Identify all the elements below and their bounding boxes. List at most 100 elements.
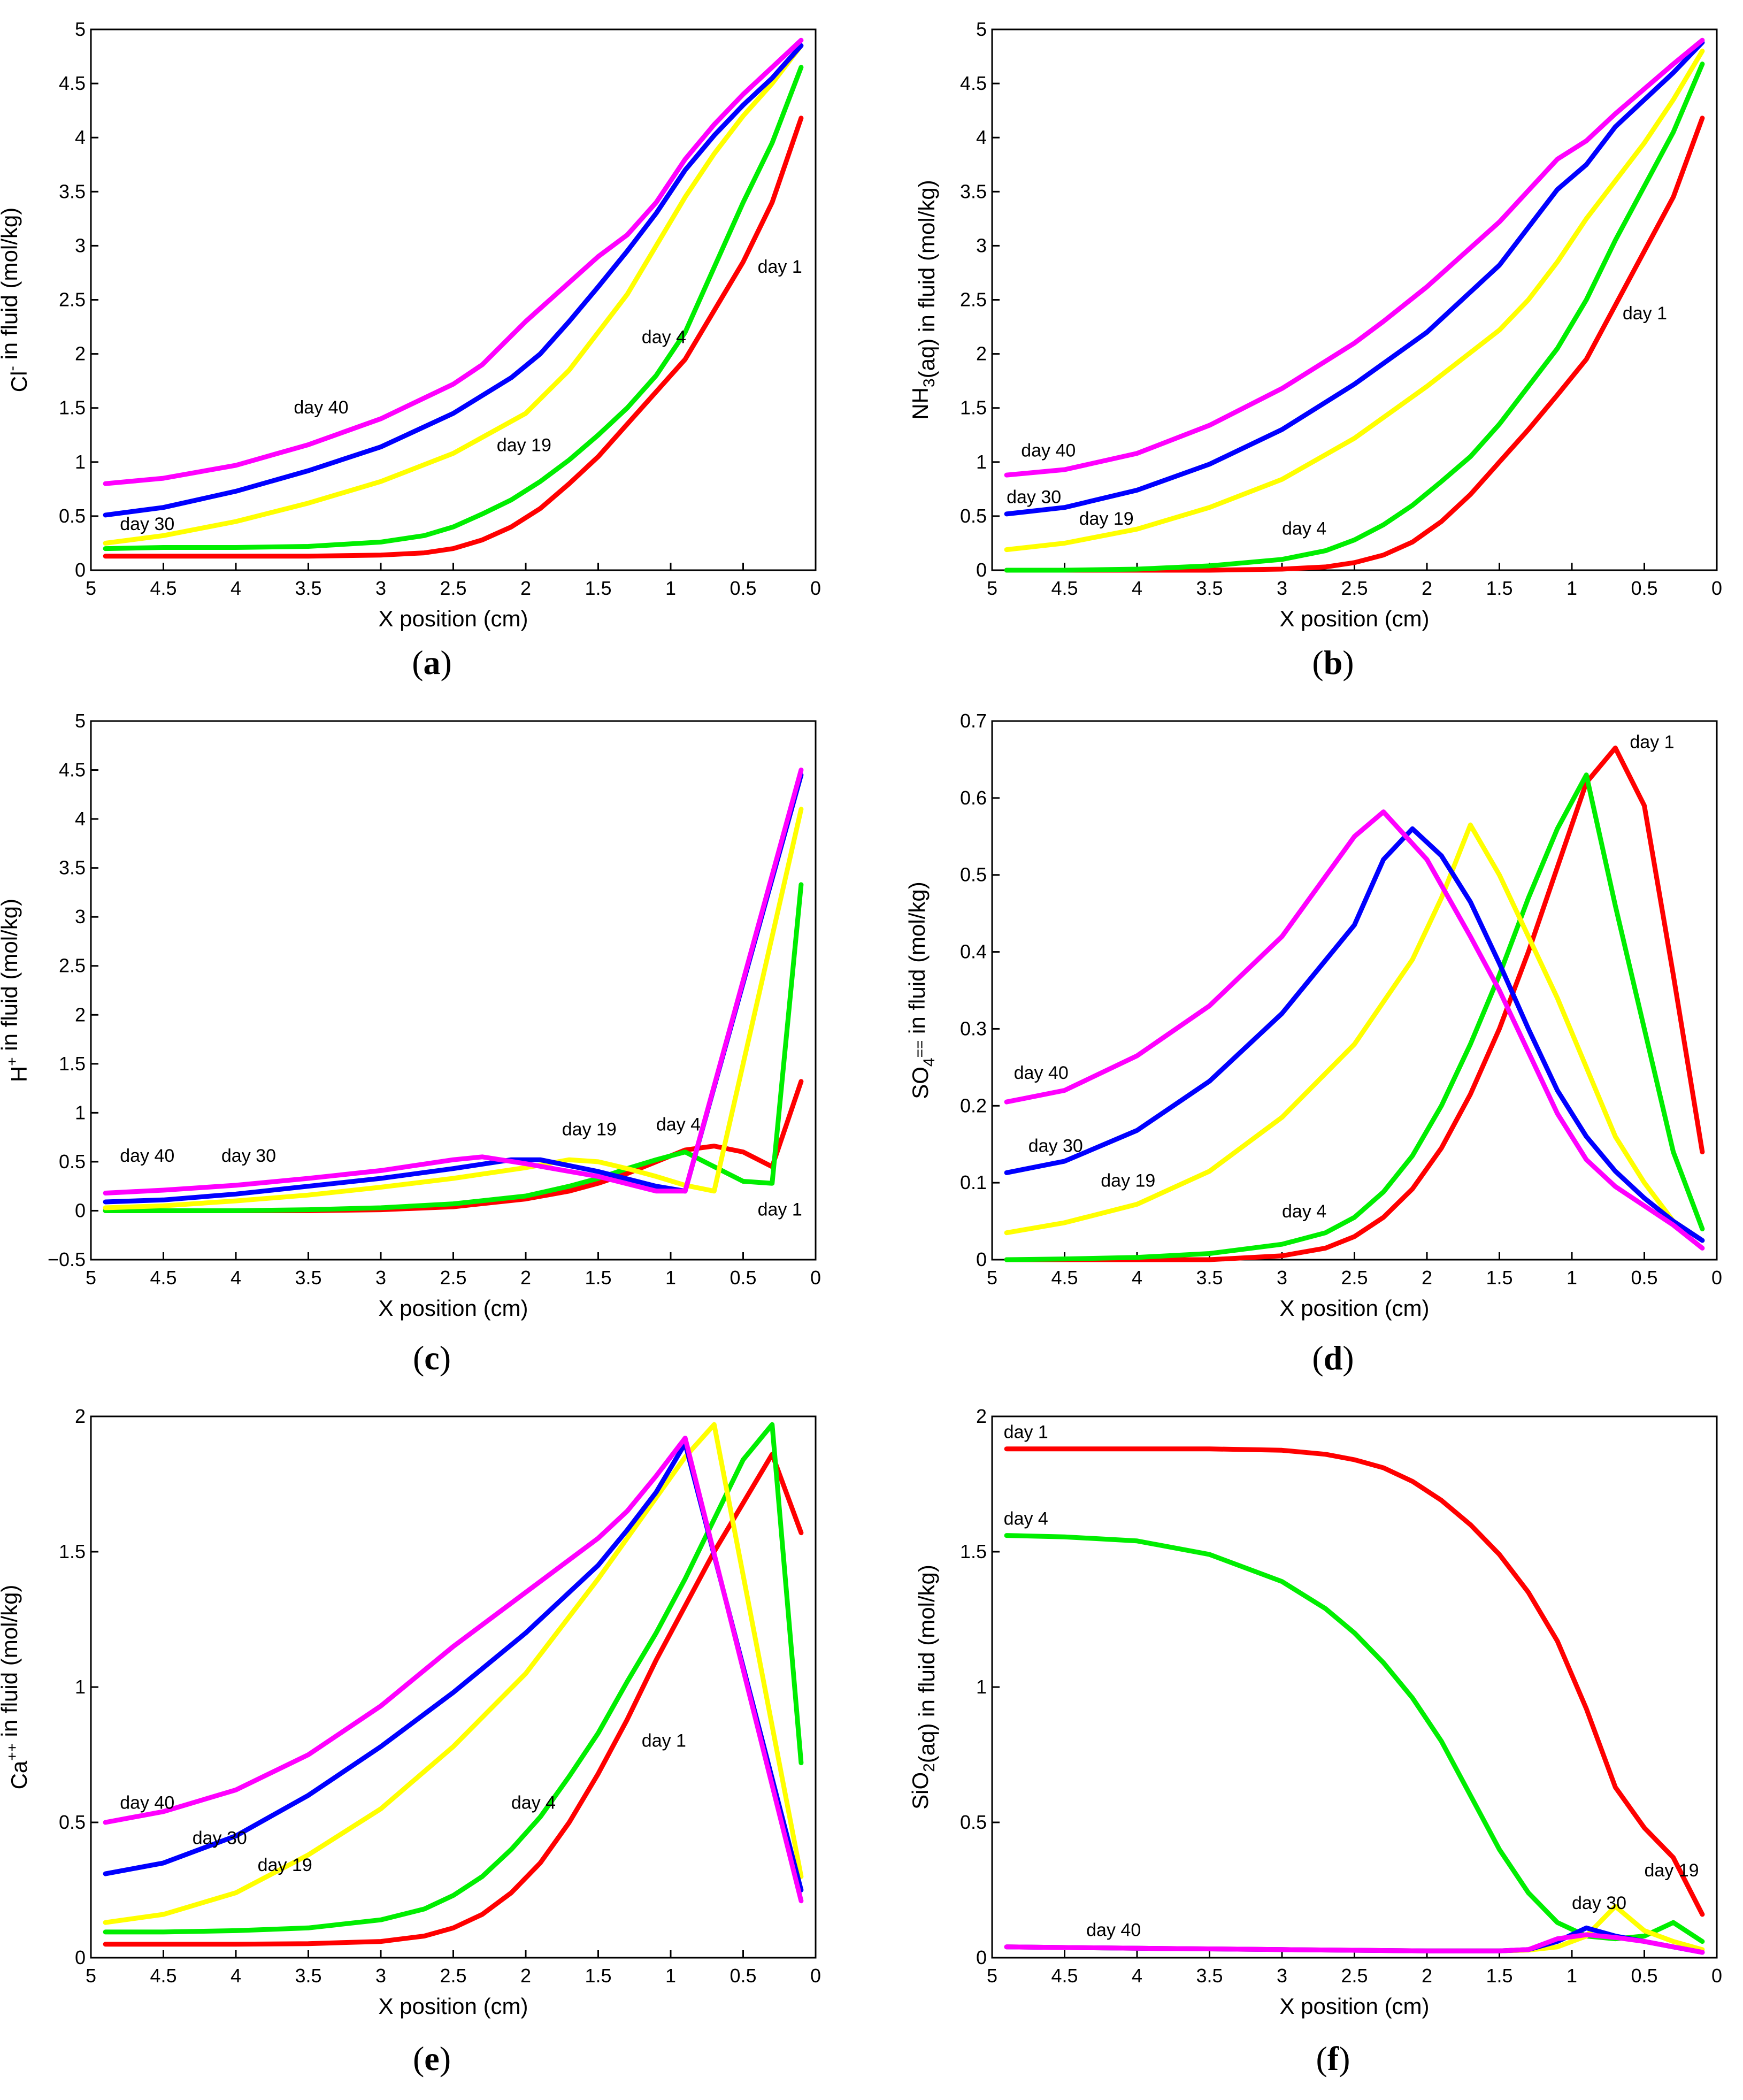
x-tick-label: 0	[1711, 577, 1722, 599]
series-annotation: day 4	[1282, 1201, 1326, 1222]
x-tick-label: 4	[231, 1965, 241, 1987]
x-tick-label: 3	[1277, 577, 1287, 599]
x-tick-label: 4.5	[1051, 577, 1078, 599]
x-tick-label: 4	[231, 577, 241, 599]
x-tick-label: 4.5	[150, 1267, 176, 1289]
y-tick-label: 2.5	[960, 289, 987, 311]
series-annotation: day 4	[511, 1793, 556, 1813]
series-annotation: day 4	[1282, 518, 1326, 539]
panel-label: (b)	[1312, 643, 1354, 681]
x-tick-label: 2.5	[1341, 1267, 1368, 1289]
series-line-day-4	[103, 1422, 804, 1935]
series-annotation: day 19	[258, 1855, 312, 1875]
series-line-day-30	[1004, 40, 1705, 517]
series-annotation: day 1	[1004, 1422, 1048, 1442]
y-tick-label: 2	[75, 343, 86, 365]
x-tick-label: 1.5	[1486, 1965, 1512, 1987]
y-tick-label: 0.3	[960, 1017, 987, 1039]
y-tick-label: 1.5	[59, 1053, 86, 1075]
x-tick-label: 2.5	[440, 1965, 466, 1987]
series-annotation: day 1	[758, 1200, 802, 1220]
y-tick-label: 3	[75, 234, 86, 256]
plot-frame	[991, 28, 1718, 571]
y-tick-label: 4	[976, 126, 987, 148]
y-tick-label: 4.5	[59, 72, 86, 94]
y-axis-title: Cl- in fluid (mol/kg)	[0, 208, 32, 392]
x-tick-label: 4.5	[150, 1965, 176, 1987]
y-tick-label: 2	[976, 1405, 987, 1427]
x-tick-label: 0.5	[1631, 577, 1657, 599]
y-axis-title: Ca++ in fluid (mol/kg)	[0, 1585, 32, 1790]
panel-c: 5 4.5 4 3.5 3 2.5 2 1.5 1 0.5 0 −0.5 0 0.5 1 1.5 2 2.5 3 3.…	[0, 710, 821, 1377]
y-tick-label: 3.5	[59, 180, 86, 202]
y-tick-label: 2	[976, 343, 987, 365]
y-tick-label: 0.5	[960, 864, 987, 886]
series-line-day-30	[1004, 826, 1705, 1243]
x-tick-label: 1.5	[585, 577, 611, 599]
series-annotation: day 40	[1086, 1920, 1141, 1941]
y-tick-label: 0.5	[59, 505, 86, 527]
series-annotation: day 19	[497, 435, 551, 456]
series-line-day-1	[1004, 1446, 1705, 1917]
series-line-day-4	[103, 65, 804, 551]
x-axis-title: X position (cm)	[1279, 1994, 1429, 2019]
y-tick-label: 0.5	[960, 1811, 987, 1833]
x-tick-label: 4.5	[150, 577, 176, 599]
x-tick-label: 3.5	[1196, 1267, 1223, 1289]
x-tick-label: 1.5	[1486, 1267, 1512, 1289]
panel-d: 5 4.5 4 3.5 3 2.5 2 1.5 1 0.5 0 0 0.1 0.2 0.3 0.4 0.5 0.6…	[904, 710, 1722, 1377]
x-tick-label: 1.5	[585, 1965, 611, 1987]
series-line-day-19	[103, 43, 804, 546]
x-tick-label: 4	[1132, 1267, 1142, 1289]
panel-label: (e)	[413, 2040, 451, 2078]
series-annotation: day 30	[1028, 1136, 1083, 1156]
x-tick-label: 3	[375, 577, 386, 599]
y-tick-label: 4.5	[59, 759, 86, 781]
series-line-day-1	[1004, 745, 1705, 1262]
x-tick-label: 4.5	[1051, 1267, 1078, 1289]
series-annotation: day 40	[1021, 441, 1076, 461]
y-tick-label: 0.2	[960, 1094, 987, 1116]
x-tick-label: 3.5	[295, 577, 321, 599]
x-tick-label: 0	[1711, 1267, 1722, 1289]
series-annotation: day 19	[562, 1119, 617, 1139]
series-annotation: day 4	[1004, 1508, 1048, 1529]
x-tick-label: 4	[231, 1267, 241, 1289]
x-tick-label: 1	[665, 1965, 676, 1987]
x-tick-label: 1	[1567, 1965, 1577, 1987]
y-tick-label: 4	[75, 126, 86, 148]
x-tick-label: 2.5	[440, 1267, 466, 1289]
series-annotation: day 1	[758, 257, 802, 277]
x-tick-label: 0	[810, 1267, 821, 1289]
series-annotation: day 40	[294, 397, 348, 418]
y-tick-label: 0.4	[960, 941, 987, 963]
y-tick-label: 0	[976, 1946, 987, 1968]
y-tick-label: 1	[75, 1101, 86, 1123]
x-tick-label: 1.5	[585, 1267, 611, 1289]
y-tick-label: 1	[75, 451, 86, 473]
x-axis-title: X position (cm)	[378, 1296, 528, 1321]
y-tick-label: 2	[75, 1003, 86, 1025]
x-tick-label: 3	[1277, 1267, 1287, 1289]
series-annotation: day 30	[221, 1146, 276, 1166]
y-tick-label: 0	[75, 559, 86, 581]
series-line-day-30	[103, 772, 804, 1205]
series-annotation: day 30	[120, 514, 174, 534]
panel-a: 5 4.5 4 3.5 3 2.5 2 1.5 1 0.5 0 0 0.5 1 1.5 2 2.5 3 3.5 4 4.…	[0, 18, 821, 681]
y-tick-label: 1	[75, 1676, 86, 1698]
series-line-day-40	[103, 768, 804, 1195]
series-line-day-30	[103, 1441, 804, 1892]
x-tick-label: 4	[1132, 1965, 1142, 1987]
series-line-day-4	[103, 882, 804, 1213]
x-tick-label: 3	[375, 1965, 386, 1987]
series-line-day-40	[103, 37, 804, 486]
y-tick-label: 1	[976, 451, 987, 473]
panel-label: (c)	[413, 1339, 451, 1377]
series-annotation: day 40	[1014, 1063, 1069, 1083]
y-tick-label: 1.5	[960, 1540, 987, 1562]
y-tick-label: 0.5	[59, 1811, 86, 1833]
series-line-day-40	[1004, 809, 1705, 1251]
y-tick-label: 3	[976, 234, 987, 256]
y-tick-label: 5	[75, 18, 86, 40]
